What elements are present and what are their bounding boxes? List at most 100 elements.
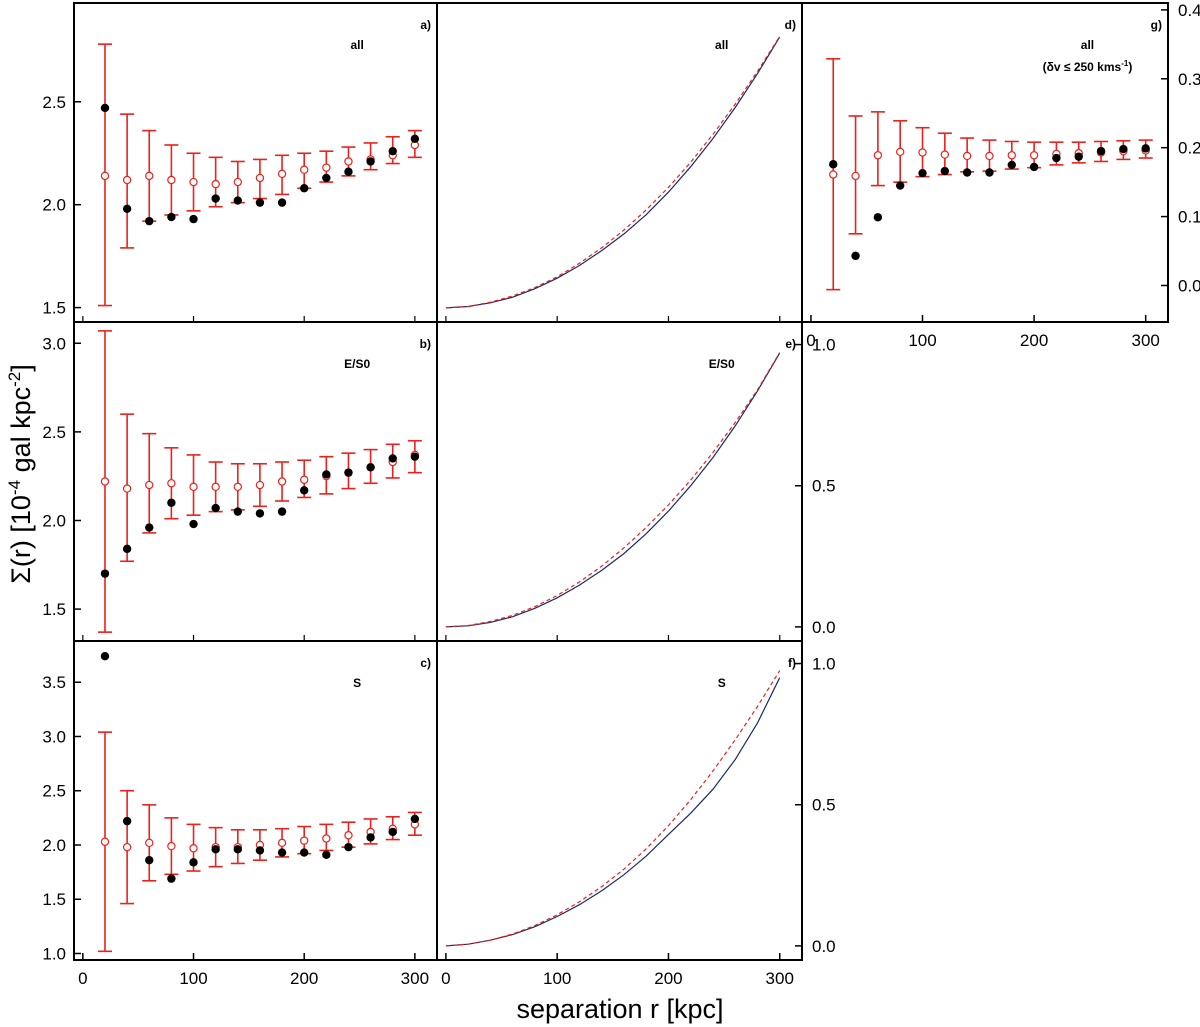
observed-point bbox=[388, 454, 397, 463]
panel-label-f: f) bbox=[788, 656, 796, 670]
observed-point bbox=[255, 846, 265, 855]
y-tick-label: 2.5 bbox=[42, 93, 66, 112]
series-line-model bbox=[445, 352, 781, 628]
model-point bbox=[829, 170, 838, 179]
observed-point bbox=[940, 166, 950, 176]
model-point bbox=[1029, 151, 1039, 160]
model-point bbox=[122, 842, 132, 852]
model-point bbox=[873, 151, 883, 160]
y-tick-label: 1.5 bbox=[42, 600, 66, 619]
y-axis-label-exp2: -2 bbox=[5, 372, 24, 387]
x-tick-label: 200 bbox=[1020, 331, 1048, 350]
observed-point bbox=[211, 845, 220, 854]
model-point bbox=[145, 171, 154, 181]
observed-point bbox=[851, 251, 860, 261]
y-tick-label: 2.5 bbox=[42, 423, 66, 442]
model-point bbox=[344, 157, 353, 166]
model-point bbox=[233, 177, 242, 187]
observed-point bbox=[299, 848, 309, 857]
observed-point bbox=[962, 168, 972, 177]
y-tick-label: 0.3 bbox=[1178, 70, 1200, 89]
x-tick-label: 200 bbox=[654, 969, 682, 988]
observed-point bbox=[322, 470, 331, 479]
observed-point bbox=[388, 146, 397, 156]
observed-point bbox=[985, 168, 994, 177]
x-axis-label: separation r [kpc] bbox=[516, 994, 723, 1024]
panel-frame-c bbox=[73, 640, 438, 961]
model-point bbox=[211, 482, 220, 492]
model-point bbox=[299, 475, 309, 484]
observed-point bbox=[829, 160, 838, 169]
y-tick-label: 0.2 bbox=[1178, 139, 1200, 158]
model-point bbox=[940, 150, 950, 159]
series-line-model bbox=[445, 35, 781, 309]
panel-note-exp: -1 bbox=[1121, 59, 1129, 68]
y-tick-label: 1.0 bbox=[812, 336, 836, 355]
model-point bbox=[277, 477, 287, 486]
observed-point bbox=[344, 468, 353, 477]
panel-f: f) S 0.0 0.5 1.0 0 100 200 300 bbox=[436, 640, 836, 988]
y-tick-label: 2.0 bbox=[42, 196, 66, 215]
panel-c: c) S 1.0 1.5 2.0 2.5 3.0 3.5 0 100 200 300 bbox=[42, 640, 438, 988]
model-point bbox=[255, 173, 265, 183]
model-point bbox=[277, 169, 287, 179]
model-point bbox=[255, 480, 265, 490]
observed-point bbox=[167, 874, 176, 883]
observed-point bbox=[322, 173, 331, 183]
x-tick-label: 300 bbox=[766, 969, 794, 988]
plots-layer: a) all 1.5 2.0 2.5 b) E/S0 1.5 2.0 2.5 3.0 c) S 1.0 1.… bbox=[42, 1, 1200, 988]
y-tick-label: 1.0 bbox=[812, 655, 836, 674]
model-point bbox=[985, 151, 994, 161]
series-line-observed bbox=[445, 352, 781, 628]
panel-frame-g bbox=[801, 2, 1169, 323]
series-line-observed bbox=[445, 36, 781, 309]
model-point bbox=[100, 171, 110, 181]
y-tick-label: 0.1 bbox=[1178, 208, 1200, 227]
x-tick-label: 300 bbox=[401, 969, 429, 988]
observed-point bbox=[895, 181, 905, 190]
observed-point bbox=[277, 507, 287, 516]
model-point bbox=[322, 163, 331, 172]
observed-point bbox=[1141, 144, 1150, 153]
panel-frame-e bbox=[436, 321, 803, 642]
observed-point bbox=[1007, 160, 1016, 170]
observed-point bbox=[100, 569, 110, 578]
observed-point bbox=[1074, 152, 1083, 161]
panel-frame-a bbox=[73, 2, 438, 323]
y-axis-label-rest: gal kpc bbox=[6, 387, 36, 480]
observed-point bbox=[366, 463, 375, 472]
observed-point bbox=[322, 850, 331, 859]
model-point bbox=[100, 477, 110, 486]
observed-point bbox=[1029, 162, 1039, 172]
panel-frame-d bbox=[436, 2, 803, 323]
observed-point bbox=[277, 198, 287, 207]
model-point bbox=[189, 844, 198, 853]
panel-note-end: ) bbox=[1128, 60, 1132, 74]
model-point bbox=[189, 177, 198, 187]
model-point bbox=[895, 147, 905, 157]
x-tick-label: 100 bbox=[179, 969, 207, 988]
observed-point bbox=[918, 168, 927, 178]
panel-g: g) all (δv ≤ 250 kms-1) 0.0 0.1 0.2 0.3 0.4 0 100… bbox=[801, 1, 1200, 350]
panel-b: b) E/S0 1.5 2.0 2.5 3.0 bbox=[42, 321, 438, 642]
observed-point bbox=[122, 816, 132, 826]
series-line-observed bbox=[445, 677, 781, 947]
y-tick-label: 1.5 bbox=[42, 890, 66, 909]
observed-point bbox=[233, 196, 242, 205]
y-tick-label: 2.0 bbox=[42, 511, 66, 530]
observed-point bbox=[100, 103, 110, 113]
observed-point bbox=[255, 198, 265, 207]
y-tick-label: 2.0 bbox=[42, 836, 66, 855]
observed-point bbox=[366, 833, 375, 842]
y-axis-label-end: ] bbox=[6, 364, 36, 372]
y-tick-label: 3.0 bbox=[42, 334, 66, 353]
x-tick-label: 300 bbox=[1131, 331, 1159, 350]
y-tick-label: 0.0 bbox=[812, 618, 836, 637]
x-tick-label: 0 bbox=[441, 969, 450, 988]
observed-point bbox=[255, 509, 265, 518]
model-point bbox=[189, 482, 198, 492]
y-tick-label: 0.0 bbox=[1178, 276, 1200, 295]
panel-category-c: S bbox=[353, 676, 361, 690]
observed-point bbox=[189, 519, 198, 529]
series-line-model bbox=[445, 670, 781, 947]
